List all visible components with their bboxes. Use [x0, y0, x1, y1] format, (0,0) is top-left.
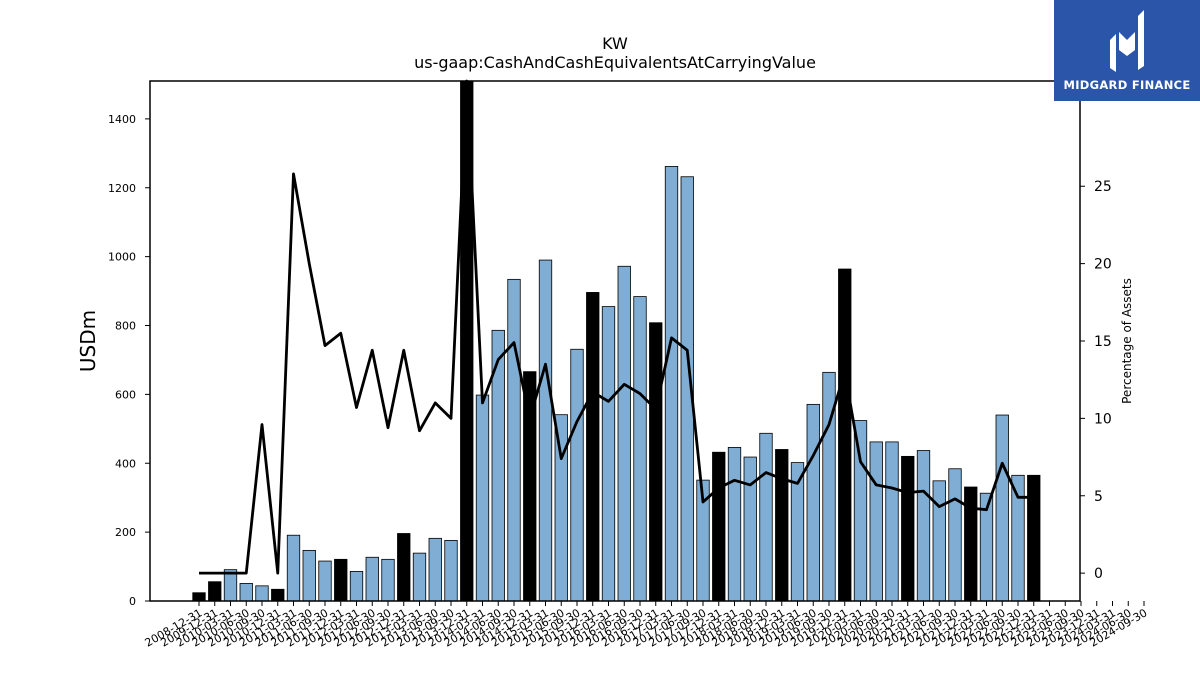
y-tick-label: 400 — [115, 457, 136, 470]
bar — [192, 592, 206, 602]
bar — [617, 265, 631, 602]
y2-tick-label: 25 — [1094, 179, 1112, 195]
y-axis-label: USDm — [76, 310, 100, 372]
bar — [365, 556, 379, 602]
line-layer — [199, 79, 1034, 575]
chart-title: KW — [602, 34, 628, 53]
percentage-line — [199, 79, 1034, 575]
bar — [444, 539, 458, 602]
logo-mark-icon — [1110, 9, 1144, 72]
bar — [838, 268, 852, 602]
x-axis: 2008-12-312009-12-312010-03-312010-06-30… — [143, 601, 1150, 650]
bar — [507, 278, 521, 602]
y2-tick-label: 10 — [1094, 411, 1112, 427]
bar — [428, 537, 442, 602]
bar — [649, 322, 663, 602]
bar — [334, 558, 348, 602]
bar — [286, 534, 301, 602]
bar — [239, 583, 253, 602]
bar — [586, 292, 600, 602]
bar — [412, 552, 427, 602]
y-tick-label: 1000 — [108, 251, 136, 264]
y2-tick-label: 20 — [1094, 257, 1112, 273]
left-axis: 0 200 400 600 800 1000 1200 1400 — [108, 113, 150, 608]
y2-tick-label: 15 — [1094, 334, 1112, 350]
right-axis: 0 5 10 15 20 25 — [1080, 179, 1112, 582]
bar — [869, 441, 883, 602]
bar — [271, 588, 285, 602]
y-tick-label: 800 — [115, 320, 136, 333]
bar — [712, 451, 726, 602]
bar — [302, 549, 316, 602]
y-tick-label: 200 — [115, 526, 136, 539]
bar — [208, 581, 222, 602]
bar — [1027, 474, 1041, 602]
bar — [318, 560, 332, 602]
bar-layer — [192, 80, 1041, 602]
bar — [775, 449, 789, 602]
bar — [554, 414, 568, 602]
y-tick-label: 1400 — [108, 113, 136, 126]
bar — [853, 420, 868, 602]
logo-text: MIDGARD FINANCE — [1063, 77, 1191, 92]
bar — [601, 306, 616, 602]
bar — [995, 414, 1009, 602]
bar — [381, 558, 395, 602]
bar — [901, 455, 915, 602]
bar — [475, 394, 490, 602]
bar — [255, 585, 269, 602]
bar — [664, 166, 679, 602]
y-tick-label: 0 — [129, 595, 136, 608]
bar — [948, 468, 962, 602]
bar — [885, 441, 899, 602]
chart-subtitle: us-gaap:CashAndCashEquivalentsAtCarrying… — [414, 53, 816, 72]
bar — [633, 296, 647, 602]
bar — [932, 480, 946, 602]
bar — [727, 447, 742, 602]
bar — [397, 533, 411, 602]
brand-logo: MIDGARD FINANCE — [1054, 0, 1200, 101]
y-tick-label: 600 — [115, 388, 136, 401]
y2-tick-label: 5 — [1094, 489, 1103, 505]
bar — [349, 570, 364, 602]
bar — [538, 259, 553, 602]
bar — [916, 450, 931, 602]
bar — [743, 456, 757, 602]
y2-axis-label: Percentage of Assets — [1120, 278, 1134, 404]
bar — [570, 348, 584, 602]
bar — [759, 432, 773, 602]
bar — [806, 403, 820, 602]
y-tick-label: 1200 — [108, 182, 136, 195]
y2-tick-label: 0 — [1094, 566, 1103, 582]
